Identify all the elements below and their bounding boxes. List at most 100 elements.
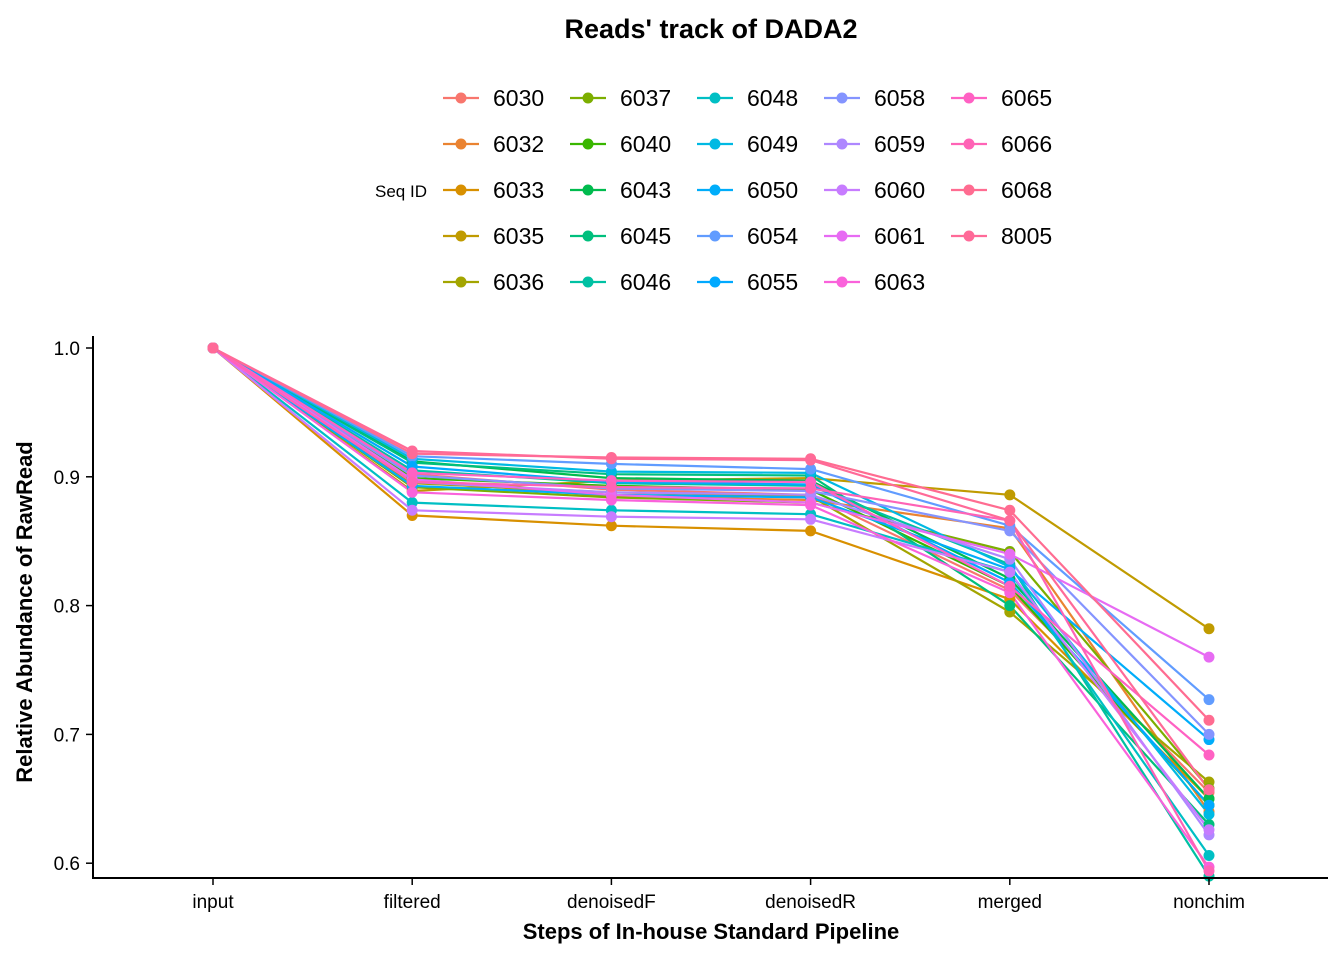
data-point [805,482,817,494]
x-ticks: input filtered denoisedF denoisedR merged non… [192,878,1245,913]
legend-label: 6058 [874,85,925,111]
data-point [805,463,817,475]
series-6043 [212,347,1210,800]
y-tick-label: 1.0 [54,339,80,360]
legend-label: 6055 [747,269,798,295]
series-6045 [212,347,1210,826]
legend-label: 6050 [747,177,798,203]
legend-item-6036: 6036 [443,269,544,295]
series-line [212,347,1210,736]
series-line [212,347,1210,659]
legend-label: 6048 [747,85,798,111]
data-point [1203,824,1215,836]
data-point [406,445,418,457]
legend-label: 6061 [874,223,925,249]
data-point [1004,515,1016,527]
legend-item-6033: 6033 [443,177,544,203]
legend-key-point [582,230,594,242]
legend-label: 6046 [620,269,671,295]
legend-key-point [582,92,594,104]
legend-key-point [709,138,721,150]
legend-key-point [582,184,594,196]
legend-key-point [709,230,721,242]
series-6054 [212,347,1210,701]
series-points-6065 [207,342,1215,761]
legend-label: 6037 [620,85,671,111]
series-line [212,347,1210,741]
data-point [1203,808,1215,820]
x-tick-label: denoisedR [765,892,856,913]
series-6065 [212,347,1210,756]
data-point [406,486,418,498]
legend-key-point [709,184,721,196]
legend-item-6068: 6068 [951,177,1052,203]
series-line [212,347,1210,800]
legend-label: 6054 [747,223,798,249]
x-tick-label: filtered [384,892,441,913]
legend-label: 6043 [620,177,671,203]
y-tick-label: 0.7 [54,725,80,746]
legend-item-6061: 6061 [824,223,925,249]
data-point [805,454,817,466]
data-point [406,497,418,509]
x-tick-label: merged [978,892,1042,913]
series-6049 [212,347,1210,815]
legend-item-6030: 6030 [443,85,544,111]
legend-key-point [963,184,975,196]
legend-key-point [963,230,975,242]
series-line [212,347,1210,826]
data-point [1203,694,1215,706]
series-points-6032 [207,342,1215,818]
legend-key-point [836,230,848,242]
series-layer [207,342,1215,882]
x-axis-title: Steps of In-house Standard Pipeline [523,919,900,944]
legend-item-6054: 6054 [697,223,798,249]
legend-key-point [836,138,848,150]
y-tick-label: 0.8 [54,597,80,618]
legend-key-point [963,92,975,104]
series-line [212,347,1210,872]
series-line [212,347,1210,868]
legend-label: 6063 [874,269,925,295]
legend-label: 6045 [620,223,671,249]
legend-label: 6068 [1001,177,1052,203]
legend-item-6037: 6037 [570,85,671,111]
series-6036 [212,347,1210,783]
data-point [406,504,418,516]
legend-key-point [455,92,467,104]
data-point [605,481,617,493]
legend-item-6065: 6065 [951,85,1052,111]
data-point [1203,651,1215,663]
legend-item-6059: 6059 [824,131,925,157]
data-point [1203,714,1215,726]
legend-key-point [455,138,467,150]
y-tick-label: 0.9 [54,468,80,489]
series-line [212,347,1210,701]
series-6068 [212,347,1210,721]
legend-item-6032: 6032 [443,131,544,157]
y-ticks: 0.6 0.7 0.8 0.9 1.0 [54,339,93,875]
series-line [212,347,1210,806]
data-point [1203,623,1215,635]
series-line [212,347,1210,800]
legend-label: 6032 [493,131,544,157]
legend-key-point [836,92,848,104]
series-points-8005 [207,342,1215,796]
series-points-6048 [207,342,1215,861]
y-axis-title: Relative Abundance of RawRead [12,441,37,782]
legend-label: 6060 [874,177,925,203]
legend-item-6035: 6035 [443,223,544,249]
legend-key-point [582,138,594,150]
data-point [1203,865,1215,877]
legend-key-point [709,92,721,104]
y-tick-label: 0.6 [54,854,80,875]
series-line [212,347,1210,756]
legend-label: 6030 [493,85,544,111]
legend-label: 6040 [620,131,671,157]
series-line [212,347,1210,836]
series-points-6058 [207,342,1215,740]
legend-item-6066: 6066 [951,131,1052,157]
legend-label: 6035 [493,223,544,249]
data-point [406,467,418,479]
